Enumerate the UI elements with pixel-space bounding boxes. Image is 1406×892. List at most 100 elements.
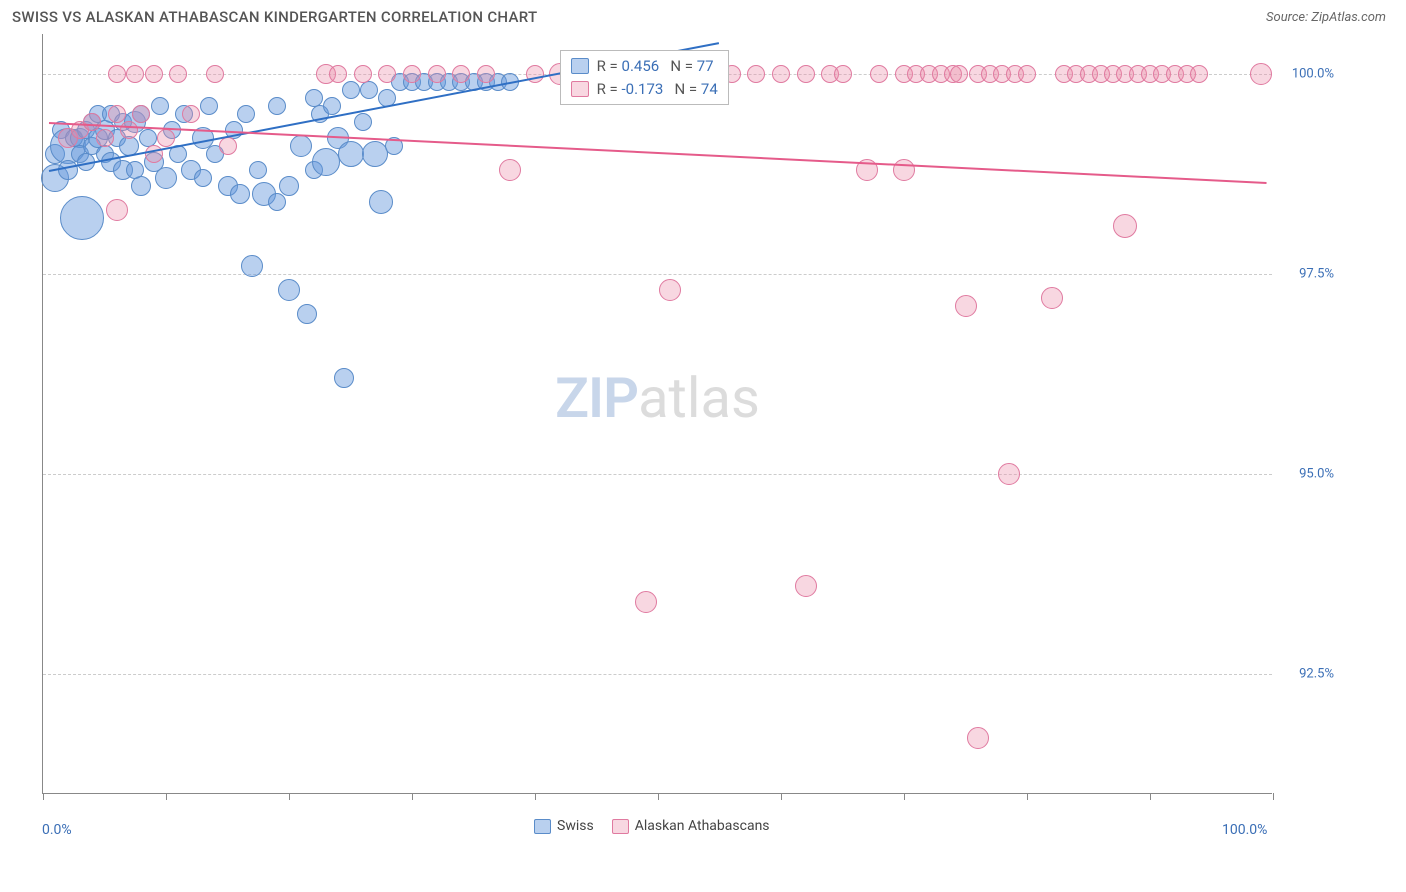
data-point	[1113, 214, 1137, 238]
data-point	[323, 97, 341, 115]
legend-swatch	[571, 81, 589, 97]
data-point	[797, 65, 815, 83]
data-point	[249, 161, 267, 179]
data-point	[378, 65, 396, 83]
x-tick	[535, 793, 536, 800]
data-point	[83, 113, 101, 131]
data-point	[870, 65, 888, 83]
data-point	[893, 159, 915, 181]
x-tick	[43, 793, 44, 800]
gridline	[43, 274, 1272, 275]
data-point	[1190, 65, 1208, 83]
data-point	[998, 463, 1020, 485]
x-tick	[658, 793, 659, 800]
series-label: Alaskan Athabascans	[635, 818, 770, 834]
x-tick	[412, 793, 413, 800]
data-point	[268, 193, 286, 211]
data-point	[60, 196, 104, 240]
data-point	[182, 105, 200, 123]
x-tick	[781, 793, 782, 800]
data-point	[659, 279, 681, 301]
data-point	[230, 184, 250, 204]
series-swatch	[534, 819, 551, 834]
data-point	[477, 65, 495, 83]
data-point	[157, 129, 175, 147]
data-point	[329, 65, 347, 83]
data-point	[1041, 287, 1063, 309]
data-point	[96, 129, 114, 147]
data-point	[950, 65, 968, 83]
data-point	[106, 199, 128, 221]
data-point	[403, 65, 421, 83]
series-label: Swiss	[557, 818, 594, 834]
x-tick	[1150, 793, 1151, 800]
y-tick-label: 92.5%	[1278, 667, 1334, 682]
data-point	[58, 160, 78, 180]
chart-header: SWISS VS ALASKAN ATHABASCAN KINDERGARTEN…	[0, 0, 1406, 34]
data-point	[360, 81, 378, 99]
data-point	[155, 167, 177, 189]
data-point	[290, 135, 312, 157]
x-axis-min-label: 0.0%	[42, 822, 72, 838]
data-point	[635, 591, 657, 613]
data-point	[772, 65, 790, 83]
x-axis-max-label: 100.0%	[1222, 822, 1267, 838]
x-tick	[1273, 793, 1274, 800]
data-point	[237, 105, 255, 123]
data-point	[428, 65, 446, 83]
data-point	[312, 148, 340, 176]
legend-text: R = 0.456 N = 77	[597, 55, 714, 78]
data-point	[268, 97, 286, 115]
data-point	[338, 141, 364, 167]
data-point	[1250, 63, 1272, 85]
x-tick	[1027, 793, 1028, 800]
data-point	[354, 65, 372, 83]
data-point	[194, 169, 212, 187]
data-point	[342, 81, 360, 99]
x-tick	[904, 793, 905, 800]
gridline	[43, 474, 1272, 475]
data-point	[967, 727, 989, 749]
chart-title: SWISS VS ALASKAN ATHABASCAN KINDERGARTEN…	[12, 8, 537, 26]
legend-row: R = -0.173 N = 74	[571, 78, 718, 101]
data-point	[834, 65, 852, 83]
watermark: ZIPatlas	[555, 365, 760, 431]
plot-area: ZIPatlas 92.5%95.0%97.5%100.0%R = 0.456 …	[42, 34, 1272, 794]
data-point	[151, 97, 169, 115]
data-point	[206, 65, 224, 83]
data-point	[120, 121, 138, 139]
data-point	[278, 279, 300, 301]
series-legend: Swiss Alaskan Athabascans	[534, 818, 770, 834]
data-point	[132, 105, 150, 123]
data-point	[108, 105, 126, 123]
data-point	[219, 137, 237, 155]
data-point	[200, 97, 218, 115]
y-tick-label: 100.0%	[1278, 67, 1334, 82]
series-swatch	[612, 819, 629, 834]
data-point	[241, 255, 263, 277]
y-tick-label: 95.0%	[1278, 467, 1334, 482]
data-point	[169, 65, 187, 83]
chart-container: ZIPatlas 92.5%95.0%97.5%100.0%R = 0.456 …	[12, 34, 1394, 794]
gridline	[43, 674, 1272, 675]
series-legend-item: Alaskan Athabascans	[612, 818, 770, 834]
data-point	[499, 159, 521, 181]
data-point	[795, 575, 817, 597]
data-point	[131, 176, 151, 196]
legend-row: R = 0.456 N = 77	[571, 55, 718, 78]
x-tick	[289, 793, 290, 800]
data-point	[145, 65, 163, 83]
data-point	[126, 65, 144, 83]
x-tick	[166, 793, 167, 800]
watermark-zip: ZIP	[555, 365, 638, 431]
data-point	[1018, 65, 1036, 83]
data-point	[747, 65, 765, 83]
data-point	[297, 304, 317, 324]
series-legend-item: Swiss	[534, 818, 594, 834]
legend-swatch	[571, 58, 589, 74]
data-point	[108, 65, 126, 83]
data-point	[354, 113, 372, 131]
data-point	[452, 65, 470, 83]
data-point	[279, 176, 299, 196]
watermark-atlas: atlas	[638, 365, 760, 431]
